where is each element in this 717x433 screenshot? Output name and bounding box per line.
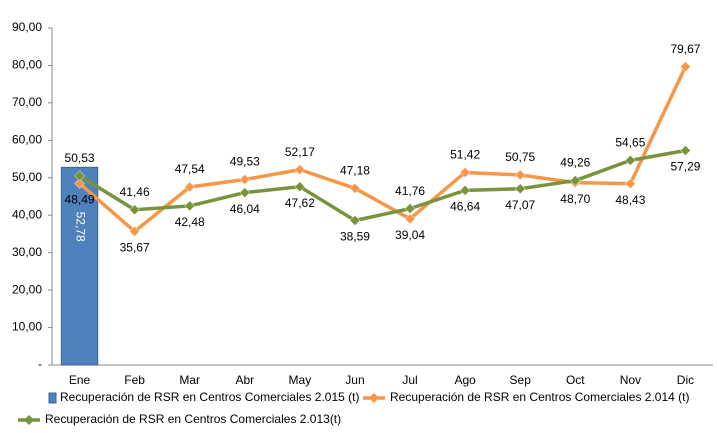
marker: [569, 175, 581, 186]
value-label: 46,64: [450, 200, 480, 214]
bar: [60, 166, 99, 366]
marker: [239, 187, 251, 198]
marker: [349, 215, 361, 226]
y-tick-label: 50,00: [12, 170, 42, 184]
value-label: 57,29: [670, 160, 700, 174]
x-tick-label: Abr: [235, 373, 254, 387]
value-label: 51,42: [450, 148, 480, 162]
legend-label: Recuperación de RSR en Centros Comercial…: [390, 390, 689, 404]
value-label: 46,04: [230, 202, 260, 216]
x-tick-label: Ago: [454, 373, 476, 387]
value-label: 35,67: [120, 241, 150, 255]
y-tick-label: 40,00: [12, 207, 42, 221]
marker: [680, 61, 691, 73]
value-label: 47,54: [175, 162, 205, 176]
marker: [404, 203, 416, 214]
x-tick-label: Jun: [345, 373, 364, 387]
x-tick-label: Mar: [179, 373, 200, 387]
line: [78, 65, 688, 234]
value-label: 38,59: [340, 230, 370, 244]
y-tick-label: 60,00: [12, 133, 42, 147]
x-tick-label: Oct: [566, 373, 585, 387]
marker: [349, 182, 361, 194]
marker: [184, 181, 196, 193]
marker: [514, 169, 526, 181]
x-tick-label: Nov: [620, 373, 641, 387]
line: [78, 148, 686, 223]
y-tick-label: 10,00: [12, 320, 42, 334]
value-label: 49,53: [230, 155, 260, 169]
x-tick-label: May: [289, 373, 312, 387]
value-label: 48,70: [560, 192, 590, 206]
marker: [129, 226, 140, 237]
x-tick-label: Jul: [402, 373, 417, 387]
y-tick-label: 80,00: [12, 58, 42, 72]
y-tick-label: 30,00: [12, 245, 42, 259]
marker: [74, 178, 85, 189]
marker: [625, 178, 636, 190]
value-label: 50,53: [65, 151, 95, 165]
marker: [680, 145, 691, 156]
marker: [459, 167, 471, 178]
marker: [129, 204, 140, 216]
y-tick-label: 90,00: [12, 20, 42, 34]
value-label: 79,67: [670, 42, 700, 56]
x-tick-label: Dic: [677, 373, 694, 387]
marker: [184, 200, 196, 212]
value-label: 41,46: [120, 185, 150, 199]
marker: [294, 181, 306, 193]
value-label: 42,48: [175, 215, 205, 229]
legend-label: Recuperación de RSR en Centros Comercial…: [45, 412, 341, 426]
value-label: 41,76: [395, 184, 425, 198]
value-label: 52,17: [285, 145, 315, 159]
value-label: 50,75: [505, 150, 535, 164]
value-label: 39,04: [395, 228, 425, 242]
x-tick-label: Ene: [69, 373, 91, 387]
value-label: 47,18: [340, 164, 370, 178]
x-tick-label: Feb: [124, 373, 145, 387]
marker: [514, 183, 526, 195]
marker: [625, 155, 636, 166]
value-label: 49,26: [560, 156, 590, 170]
value-label: 48,49: [65, 193, 95, 207]
legend-marker: [24, 415, 34, 425]
bar-value-label: 52,78: [73, 212, 87, 242]
legend-swatch: [48, 392, 57, 404]
marker: [404, 213, 416, 225]
marker: [459, 185, 471, 196]
legend-label: Recuperación de RSR en Centros Comercial…: [60, 390, 359, 404]
y-tick-label: -: [38, 357, 42, 371]
marker: [239, 174, 251, 185]
x-tick-label: Sep: [510, 373, 532, 387]
value-label: 48,43: [615, 193, 645, 207]
y-tick-label: 70,00: [12, 95, 42, 109]
value-label: 54,65: [615, 136, 645, 150]
value-label: 47,07: [505, 198, 535, 212]
legend-marker: [369, 393, 379, 403]
y-tick-label: 20,00: [12, 282, 42, 296]
marker: [74, 170, 85, 182]
marker: [294, 164, 306, 176]
value-label: 47,62: [285, 196, 315, 210]
